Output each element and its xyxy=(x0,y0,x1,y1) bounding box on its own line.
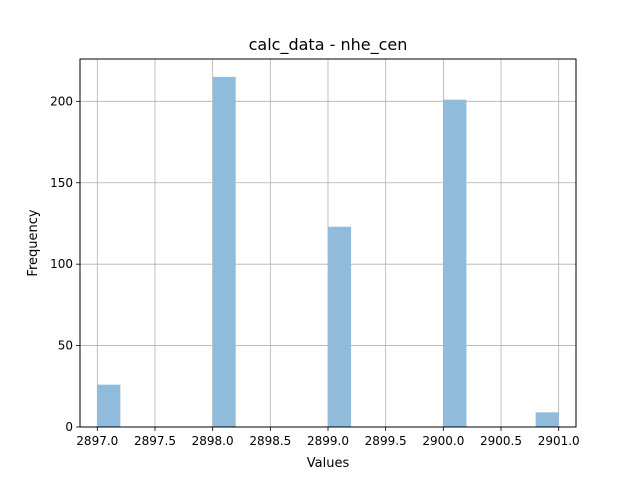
histogram-bars xyxy=(97,76,559,428)
y-tick-label: 50 xyxy=(58,339,73,353)
x-tick-label: 2900.5 xyxy=(480,434,522,448)
x-tick-label: 2898.5 xyxy=(249,434,291,448)
axis-ticks: 2897.0 2897.5 2898.0 2898.5 2899.0 2899.5 2900… xyxy=(50,94,580,448)
x-tick-label: 2901.0 xyxy=(538,434,580,448)
y-tick-label: 150 xyxy=(50,176,73,190)
x-tick-label: 2899.0 xyxy=(307,434,349,448)
x-tick-label: 2900.0 xyxy=(422,434,464,448)
y-axis-label: Frequency xyxy=(26,209,41,276)
x-tick-label: 2897.5 xyxy=(134,434,176,448)
x-axis-label: Values xyxy=(307,456,350,471)
y-tick-label: 200 xyxy=(50,94,73,108)
x-tick-label: 2897.0 xyxy=(76,434,118,448)
histogram-bar xyxy=(212,76,236,428)
x-tick-label: 2898.0 xyxy=(192,434,234,448)
y-tick-label: 0 xyxy=(65,420,73,434)
histogram-bar xyxy=(328,226,352,427)
histogram-bar xyxy=(443,99,467,428)
chart-title: calc_data - nhe_cen xyxy=(249,35,408,55)
histogram-bar xyxy=(97,384,121,427)
histogram-bar xyxy=(535,412,559,427)
x-tick-label: 2899.5 xyxy=(365,434,407,448)
y-tick-label: 100 xyxy=(50,257,73,271)
